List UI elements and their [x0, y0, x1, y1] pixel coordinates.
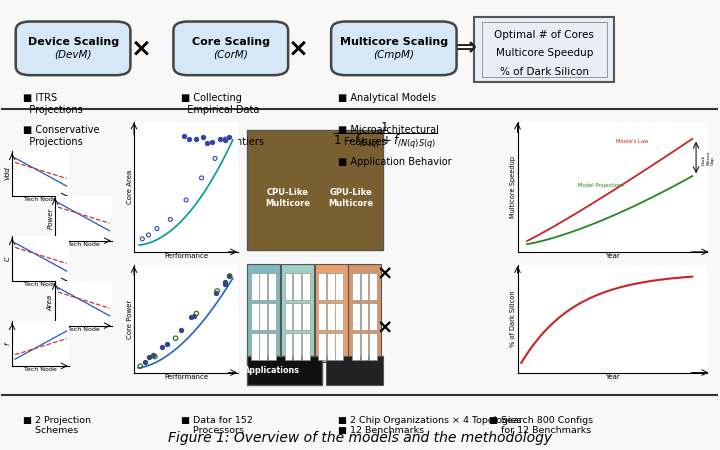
FancyBboxPatch shape [259, 303, 267, 330]
FancyBboxPatch shape [16, 22, 130, 75]
FancyBboxPatch shape [361, 273, 369, 300]
Text: Optimal # of Cores: Optimal # of Cores [495, 30, 594, 40]
FancyBboxPatch shape [268, 273, 276, 300]
Text: ■ Microarchitectural
  Features: ■ Microarchitectural Features [338, 125, 439, 147]
FancyBboxPatch shape [331, 22, 456, 75]
Text: (CorM): (CorM) [213, 50, 248, 59]
Text: ■ Data for 152
    Processors: ■ Data for 152 Processors [181, 416, 253, 435]
FancyBboxPatch shape [251, 333, 258, 360]
FancyBboxPatch shape [318, 273, 326, 300]
Text: Device Scaling: Device Scaling [27, 37, 119, 47]
FancyBboxPatch shape [293, 303, 301, 330]
Text: ■ ITRS
  Projections: ■ ITRS Projections [23, 93, 83, 115]
Text: Multicore Scaling: Multicore Scaling [340, 37, 448, 47]
FancyBboxPatch shape [302, 303, 310, 330]
FancyBboxPatch shape [284, 333, 292, 360]
Text: ■ Conservative
  Projections: ■ Conservative Projections [23, 125, 99, 147]
FancyBboxPatch shape [259, 273, 267, 300]
FancyBboxPatch shape [293, 333, 301, 360]
Text: (CmpM): (CmpM) [374, 50, 414, 59]
FancyBboxPatch shape [247, 130, 383, 251]
FancyBboxPatch shape [174, 22, 288, 75]
FancyBboxPatch shape [268, 303, 276, 330]
FancyBboxPatch shape [327, 273, 335, 300]
FancyBboxPatch shape [369, 333, 377, 360]
Text: ×: × [289, 36, 310, 60]
Text: ■ 2 Chip Organizations × 4 Topologies
■ 12 Benchmarks: ■ 2 Chip Organizations × 4 Topologies ■ … [338, 416, 522, 435]
FancyBboxPatch shape [348, 264, 382, 362]
Text: ×: × [130, 36, 152, 60]
Text: Applications: Applications [244, 366, 300, 375]
FancyBboxPatch shape [318, 333, 326, 360]
Text: ■ Search 800 Configs
    for 12 Benchmarks: ■ Search 800 Configs for 12 Benchmarks [489, 416, 593, 435]
FancyBboxPatch shape [474, 17, 614, 82]
FancyBboxPatch shape [268, 333, 276, 360]
Text: ⇒: ⇒ [455, 36, 477, 60]
FancyBboxPatch shape [327, 303, 335, 330]
Text: ■ Application Behavior: ■ Application Behavior [338, 158, 452, 167]
FancyBboxPatch shape [327, 333, 335, 360]
FancyBboxPatch shape [361, 333, 369, 360]
Text: GPU-Like
Multicore: GPU-Like Multicore [328, 189, 374, 208]
FancyBboxPatch shape [369, 273, 377, 300]
Text: ■ Collecting
  Empirical Data: ■ Collecting Empirical Data [181, 93, 259, 115]
FancyBboxPatch shape [259, 333, 267, 360]
Text: % of Dark Silicon: % of Dark Silicon [500, 67, 589, 77]
Text: $\dfrac{1}{1 - f_{/S(q)} + f_{/N(q)S(q)}}$: $\dfrac{1}{1 - f_{/S(q)} + f_{/N(q)S(q)}… [333, 120, 437, 151]
Text: ■ 2 Projection
    Schemes: ■ 2 Projection Schemes [23, 416, 91, 435]
FancyBboxPatch shape [251, 303, 258, 330]
FancyBboxPatch shape [336, 303, 343, 330]
FancyBboxPatch shape [293, 273, 301, 300]
FancyBboxPatch shape [326, 356, 383, 385]
FancyBboxPatch shape [247, 356, 322, 385]
Text: ■ Deriving
  Pareto Frontiers: ■ Deriving Pareto Frontiers [181, 125, 264, 147]
FancyBboxPatch shape [352, 273, 360, 300]
FancyBboxPatch shape [302, 333, 310, 360]
FancyBboxPatch shape [251, 273, 258, 300]
Text: Multicore Speedup: Multicore Speedup [495, 48, 593, 58]
FancyBboxPatch shape [352, 333, 360, 360]
Text: ■ Analytical Models: ■ Analytical Models [338, 93, 436, 103]
FancyBboxPatch shape [318, 303, 326, 330]
FancyBboxPatch shape [302, 273, 310, 300]
Text: (DevM): (DevM) [54, 50, 92, 59]
FancyBboxPatch shape [284, 303, 292, 330]
Text: CPU-Like
Multicore: CPU-Like Multicore [266, 189, 311, 208]
Text: ×: × [377, 265, 393, 284]
FancyBboxPatch shape [369, 303, 377, 330]
FancyBboxPatch shape [284, 273, 292, 300]
FancyBboxPatch shape [336, 333, 343, 360]
FancyBboxPatch shape [361, 303, 369, 330]
FancyBboxPatch shape [281, 264, 314, 362]
Text: Core Scaling: Core Scaling [192, 37, 270, 47]
Text: Figure 1: Overview of the models and the methodology: Figure 1: Overview of the models and the… [168, 431, 552, 445]
FancyBboxPatch shape [247, 264, 280, 362]
Text: ×: × [377, 318, 393, 338]
FancyBboxPatch shape [336, 273, 343, 300]
FancyBboxPatch shape [352, 303, 360, 330]
FancyBboxPatch shape [315, 264, 348, 362]
